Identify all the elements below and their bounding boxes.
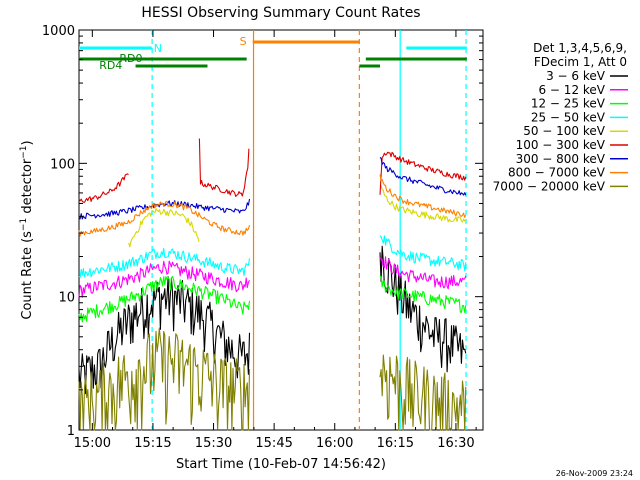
series-0 — [78, 245, 467, 395]
series-5-segment-1 — [198, 138, 250, 198]
x-tick-label-2: 15:30 — [195, 436, 232, 451]
legend-label-3: 25 − 50 keV — [531, 110, 606, 124]
y-axis-label-close: ) — [20, 140, 35, 145]
flag-label-2: RD0 — [119, 52, 142, 65]
series-3-segment-1 — [379, 235, 467, 272]
y-tick-label-3: 1000 — [42, 24, 75, 39]
series-3-segment-0 — [78, 247, 251, 279]
legend-header-line-2: FDecim 1, Att 0 — [534, 55, 627, 69]
series-4 — [128, 184, 467, 248]
legend-label-6: 300 − 800 keV — [516, 152, 606, 166]
x-tick-label-5: 16:15 — [377, 436, 414, 451]
legend: Det 1,3,4,5,6,9, FDecim 1, Att 0 3 − 6 k… — [493, 41, 628, 193]
series-5-segment-2 — [379, 151, 467, 195]
x-tick-label-0: 15:00 — [74, 436, 111, 451]
series-5-segment-0 — [78, 173, 129, 203]
x-tick-label-1: 15:15 — [134, 436, 171, 451]
series-8 — [78, 327, 467, 431]
plot-area — [78, 29, 484, 431]
legend-label-5: 100 − 300 keV — [516, 138, 606, 152]
y-axis-label: Count Rate (s−1 detector−1) — [19, 140, 35, 319]
series-4-segment-1 — [379, 184, 467, 223]
series-7-segment-1 — [379, 174, 467, 218]
x-axis-label: Start Time (10-Feb-07 14:56:42) — [176, 457, 386, 472]
series-5 — [78, 138, 467, 203]
series-3 — [78, 235, 467, 279]
series-1-segment-0 — [78, 260, 250, 298]
y-tick-label-2: 100 — [50, 157, 75, 172]
data-series — [78, 138, 467, 431]
y-axis-label-detector: detector — [20, 158, 35, 218]
legend-label-0: 3 − 6 keV — [546, 69, 606, 83]
series-6-segment-1 — [379, 156, 467, 196]
x-tick-label-6: 16:30 — [437, 436, 474, 451]
y-tick-label-0: 1 — [67, 424, 75, 439]
series-7-segment-0 — [78, 200, 251, 237]
footer-timestamp: 26-Nov-2009 23:24 — [556, 469, 633, 478]
legend-label-7: 800 − 7000 keV — [508, 166, 606, 180]
legend-label-2: 12 − 25 keV — [531, 97, 606, 111]
y-axis-label-exp1: −1 — [19, 218, 29, 231]
chart-title: HESSI Observing Summary Count Rates — [141, 5, 420, 21]
legend-label-8: 7000 − 20000 keV — [493, 179, 606, 193]
legend-header-line-1: Det 1,3,4,5,6,9, — [533, 41, 627, 55]
series-8-segment-0 — [78, 327, 251, 431]
series-2-segment-1 — [379, 275, 467, 313]
marker-lines — [151, 30, 467, 430]
flag-label-0: N — [154, 42, 162, 55]
y-tick-label-1: 10 — [58, 291, 75, 306]
series-0-segment-1 — [379, 245, 467, 373]
flag-label-1: S — [240, 35, 247, 48]
series-2-segment-0 — [78, 275, 251, 323]
legend-label-4: 50 − 100 keV — [523, 124, 606, 138]
series-2 — [78, 275, 467, 323]
series-0-segment-0 — [78, 276, 251, 395]
series-8-segment-1 — [379, 354, 467, 431]
axes: 15:00 15:15 15:30 15:45 16:00 16:15 16:30 1 10 10… — [42, 24, 483, 451]
flag-label-3: RD4 — [99, 59, 122, 72]
legend-label-1: 6 − 12 keV — [538, 83, 605, 97]
x-tick-label-3: 15:45 — [255, 436, 292, 451]
series-4-segment-0 — [128, 208, 200, 248]
y-axis-label-exp2: −1 — [19, 145, 29, 158]
y-axis-label-base: Count Rate (s — [20, 231, 35, 320]
series-1 — [78, 256, 467, 298]
x-tick-label-4: 16:00 — [316, 436, 353, 451]
series-1-segment-1 — [379, 256, 467, 290]
series-7 — [78, 174, 467, 237]
